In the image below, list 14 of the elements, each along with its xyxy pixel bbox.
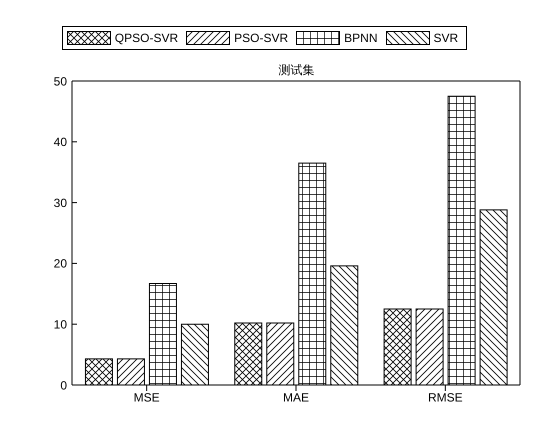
y-tick-label: 10	[54, 317, 68, 332]
x-tick-label: MAE	[282, 390, 310, 405]
legend-label: BPNN	[344, 31, 378, 45]
y-tick-label: 30	[54, 196, 68, 210]
chart-title: 测试集	[278, 63, 314, 77]
legend-label: PSO-SVR	[234, 31, 288, 45]
y-tick-label: 50	[54, 74, 68, 88]
y-tick-label: 0	[60, 378, 68, 392]
legend-label: SVR	[434, 31, 458, 45]
y-tick-label: 40	[54, 135, 68, 150]
x-tick-label: MSE	[134, 390, 160, 405]
y-tick-label: 20	[54, 256, 68, 271]
x-tick-label: RMSE	[428, 390, 463, 405]
legend-label: QPSO-SVR	[114, 31, 178, 45]
